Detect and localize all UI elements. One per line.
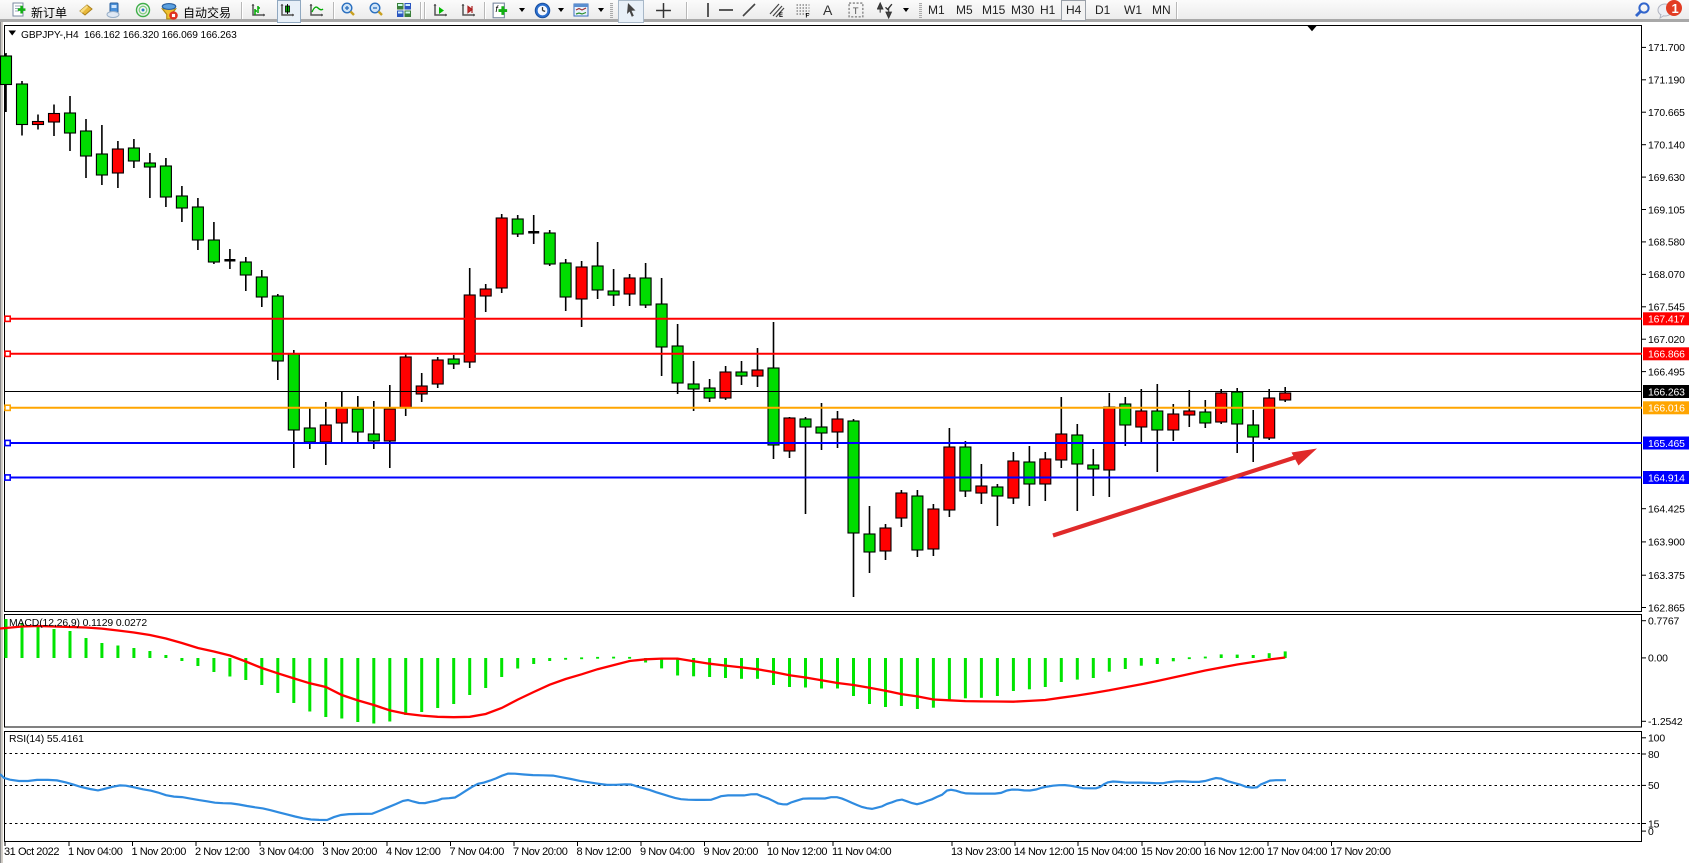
svg-text:0: 0 <box>1648 827 1654 838</box>
svg-text:2 Nov 12:00: 2 Nov 12:00 <box>195 846 250 858</box>
svg-text:9 Nov 04:00: 9 Nov 04:00 <box>640 846 695 858</box>
svg-text:168.580: 168.580 <box>1648 238 1685 249</box>
svg-text:164.914: 164.914 <box>1648 473 1685 484</box>
svg-text:T: T <box>853 6 859 17</box>
svg-text:170.665: 170.665 <box>1648 108 1685 119</box>
svg-text:9 Nov 20:00: 9 Nov 20:00 <box>704 846 759 858</box>
svg-text:7 Nov 20:00: 7 Nov 20:00 <box>513 846 568 858</box>
svg-text:162.865: 162.865 <box>1648 603 1685 614</box>
svg-text:50: 50 <box>1648 781 1660 792</box>
svg-text:f: f <box>495 4 499 14</box>
svg-text:0.7767: 0.7767 <box>1648 617 1680 628</box>
svg-text:1: 1 <box>1672 1 1679 16</box>
svg-text:31 Oct 2022: 31 Oct 2022 <box>4 846 59 858</box>
svg-text:GBPJPY-,H4 166.162 166.320 16: GBPJPY-,H4 166.162 166.320 166.069 166.2… <box>21 30 237 41</box>
svg-text:1 Nov 04:00: 1 Nov 04:00 <box>68 846 123 858</box>
svg-text:80: 80 <box>1648 750 1660 761</box>
svg-text:168.070: 168.070 <box>1648 270 1685 281</box>
svg-text:166.495: 166.495 <box>1648 367 1685 378</box>
svg-text:3 Nov 04:00: 3 Nov 04:00 <box>259 846 314 858</box>
svg-text:163.375: 163.375 <box>1648 571 1685 582</box>
svg-text:164.425: 164.425 <box>1648 505 1685 516</box>
svg-text:167.417: 167.417 <box>1648 315 1685 326</box>
svg-text:E: E <box>779 13 783 18</box>
svg-text:100: 100 <box>1648 734 1665 745</box>
svg-text:169.630: 169.630 <box>1648 173 1685 184</box>
svg-text:166.263: 166.263 <box>1648 387 1685 398</box>
svg-text:163.900: 163.900 <box>1648 538 1685 549</box>
svg-text:RSI(14) 55.4161: RSI(14) 55.4161 <box>9 734 84 745</box>
svg-text:169.105: 169.105 <box>1648 205 1685 216</box>
svg-text:14 Nov 12:00: 14 Nov 12:00 <box>1014 846 1074 858</box>
svg-text:166.866: 166.866 <box>1648 350 1685 361</box>
svg-text:MACD(12,26,9) 0.1129 0.0272: MACD(12,26,9) 0.1129 0.0272 <box>9 618 147 629</box>
svg-text:10 Nov 12:00: 10 Nov 12:00 <box>767 846 827 858</box>
svg-text:4 Nov 12:00: 4 Nov 12:00 <box>386 846 441 858</box>
svg-text:15 Nov 04:00: 15 Nov 04:00 <box>1077 846 1137 858</box>
svg-text:167.545: 167.545 <box>1648 303 1685 314</box>
svg-text:F: F <box>806 14 810 19</box>
svg-text:16 Nov 12:00: 16 Nov 12:00 <box>1204 846 1264 858</box>
svg-text:17 Nov 04:00: 17 Nov 04:00 <box>1267 846 1327 858</box>
svg-text:8 Nov 12:00: 8 Nov 12:00 <box>577 846 632 858</box>
svg-text:-1.2542: -1.2542 <box>1648 717 1683 728</box>
svg-text:166.016: 166.016 <box>1648 404 1685 415</box>
svg-text:15: 15 <box>1648 819 1660 830</box>
svg-text:15 Nov 20:00: 15 Nov 20:00 <box>1141 846 1201 858</box>
svg-text:3 Nov 20:00: 3 Nov 20:00 <box>323 846 378 858</box>
svg-text:11 Nov 04:00: 11 Nov 04:00 <box>832 846 892 858</box>
svg-text:13 Nov 23:00: 13 Nov 23:00 <box>951 846 1011 858</box>
svg-text:1 Nov 20:00: 1 Nov 20:00 <box>132 846 187 858</box>
svg-text:167.020: 167.020 <box>1648 335 1685 346</box>
svg-text:170.140: 170.140 <box>1648 141 1685 152</box>
svg-text:7 Nov 04:00: 7 Nov 04:00 <box>450 846 505 858</box>
svg-text:171.190: 171.190 <box>1648 76 1685 87</box>
svg-text:165.465: 165.465 <box>1648 439 1685 450</box>
svg-text:17 Nov 20:00: 17 Nov 20:00 <box>1331 846 1391 858</box>
svg-text:0.00: 0.00 <box>1648 654 1668 665</box>
svg-text:171.700: 171.700 <box>1648 43 1685 54</box>
